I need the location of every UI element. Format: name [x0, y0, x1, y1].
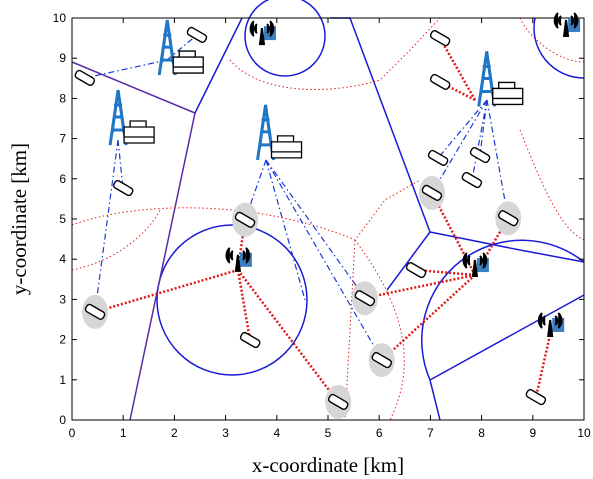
small-bs	[539, 313, 564, 336]
user	[405, 262, 426, 279]
phone	[405, 262, 426, 279]
user	[429, 30, 450, 47]
user	[82, 295, 108, 329]
user	[469, 147, 490, 164]
y-tick-label: 7	[59, 132, 66, 146]
phone	[429, 73, 450, 90]
user	[352, 281, 378, 315]
user	[429, 73, 450, 90]
y-tick-label: 10	[53, 11, 67, 25]
building	[493, 82, 523, 104]
user	[232, 203, 258, 237]
building	[272, 136, 302, 158]
x-tick-label: 3	[222, 426, 229, 440]
y-tick-label: 4	[59, 252, 66, 266]
y-tick-label: 3	[59, 292, 66, 306]
user	[525, 389, 546, 406]
x-tick-label: 5	[325, 426, 332, 440]
y-tick-label: 1	[59, 373, 66, 387]
user	[369, 343, 395, 377]
y-axis-label: y-coordinate [km]	[7, 143, 31, 295]
user	[461, 172, 482, 189]
x-tick-label: 4	[273, 426, 280, 440]
building	[173, 51, 203, 73]
y-tick-label: 0	[59, 413, 66, 427]
user	[419, 176, 445, 210]
phone	[525, 389, 546, 406]
building	[124, 121, 154, 143]
x-tick-label: 8	[478, 426, 485, 440]
phone	[461, 172, 482, 189]
small-bs	[555, 13, 580, 36]
macro-bs	[110, 90, 154, 145]
user	[325, 385, 351, 419]
x-tick-label: 0	[69, 426, 76, 440]
phone	[113, 180, 134, 197]
x-tick-label: 6	[376, 426, 383, 440]
chart: x-coordinate [km] y-coordinate [km] 0 1 2 3…	[0, 0, 593, 479]
phone	[429, 30, 450, 47]
y-tick-label: 6	[59, 172, 66, 186]
x-tick-label: 2	[171, 426, 178, 440]
phone	[74, 69, 95, 86]
user	[495, 201, 521, 235]
y-tick-label: 5	[59, 212, 66, 226]
small-bs	[251, 21, 276, 44]
x-axis-label: x-coordinate [km]	[252, 453, 404, 477]
x-tick-label: 9	[529, 426, 536, 440]
x-tick-label: 1	[120, 426, 127, 440]
macro-bs	[258, 105, 302, 160]
phone	[469, 147, 490, 164]
user	[74, 69, 95, 86]
macro-bs	[479, 51, 523, 106]
user	[427, 149, 448, 166]
x-tick-label: 7	[427, 426, 434, 440]
y-tick-label: 2	[59, 333, 66, 347]
user	[113, 180, 134, 197]
small-bs	[227, 248, 252, 271]
x-tick-label: 10	[577, 426, 591, 440]
phone	[427, 149, 448, 166]
y-tick-label: 8	[59, 91, 66, 105]
y-tick-label: 9	[59, 51, 66, 65]
